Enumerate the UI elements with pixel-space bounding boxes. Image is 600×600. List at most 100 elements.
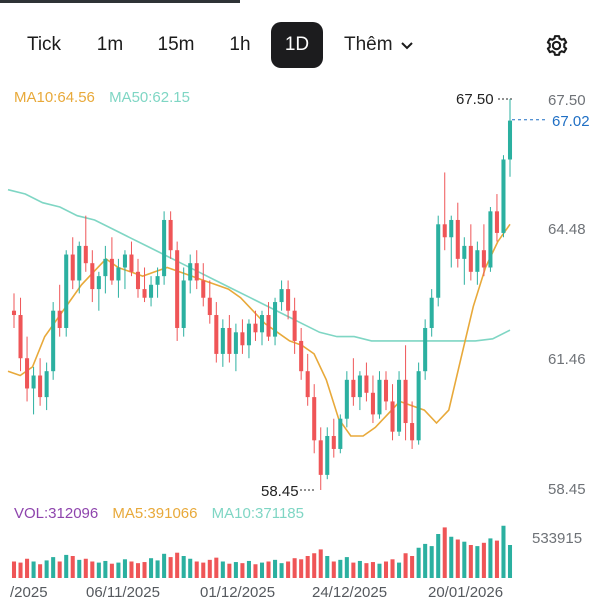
tab-1h[interactable]: 1h: [229, 34, 251, 55]
price-chart[interactable]: 67.50 64.48 61.46 58.45 533915 67.02 67.…: [0, 80, 600, 600]
volume-bar: [90, 561, 95, 578]
volume-bar: [416, 547, 421, 578]
more-timeframes-dropdown[interactable]: Thêm: [344, 22, 413, 68]
volume-bar: [455, 539, 460, 578]
tab-1m[interactable]: 1m: [96, 34, 124, 55]
price-tick-2: 64.48: [548, 221, 586, 238]
candle-body: [364, 375, 369, 393]
candle-body: [83, 245, 88, 264]
candle-body: [207, 297, 212, 316]
candle-body: [18, 315, 23, 359]
candle-body: [90, 263, 95, 290]
volume-bar: [338, 559, 343, 578]
candle-body: [96, 276, 101, 290]
volume-bar: [103, 560, 108, 578]
tab-15m[interactable]: 15m: [157, 34, 195, 55]
candle-body: [429, 297, 434, 328]
volume-tick-max: 533915: [532, 530, 582, 547]
volume-bar: [423, 543, 428, 578]
gear-icon[interactable]: [544, 33, 569, 58]
tab-tick[interactable]: Tick: [26, 34, 62, 55]
candle-body: [436, 224, 441, 298]
candle-body: [266, 315, 271, 337]
volume-bar: [233, 562, 238, 578]
volume-bar: [207, 559, 212, 578]
chevron-down-icon: [400, 22, 413, 68]
low-marker-label: 58.45: [261, 483, 299, 500]
candle-body: [468, 245, 473, 272]
volume-bar: [214, 557, 219, 578]
volume-bar: [397, 562, 402, 578]
volume-bar: [129, 561, 134, 578]
candle-body: [57, 310, 62, 328]
volume-bar: [77, 559, 82, 578]
volume-bar: [194, 561, 199, 578]
volume-bar: [377, 563, 382, 578]
volume-bar: [25, 558, 30, 578]
candle-body: [162, 219, 167, 277]
candle-body: [175, 250, 180, 328]
candle-body: [325, 435, 330, 475]
candle-body: [38, 375, 43, 398]
volume-bar: [51, 557, 56, 578]
volume-bar: [442, 527, 447, 578]
volume-bar: [149, 558, 154, 578]
volume-bar: [481, 542, 486, 578]
vol-ma10-value: MA10:371185: [211, 505, 304, 522]
ma10-value: MA10:64.56: [14, 89, 95, 106]
volume-bar: [494, 540, 499, 578]
volume-bar: [240, 563, 245, 578]
candle-body: [31, 375, 36, 389]
volume-bar: [142, 562, 147, 578]
candle-body: [397, 379, 402, 432]
candle-body: [233, 332, 238, 354]
candle-body: [214, 315, 219, 354]
candle-body: [116, 267, 121, 281]
volume-bar: [83, 558, 88, 578]
candle-body: [273, 302, 278, 337]
candle-body: [423, 327, 428, 372]
volume-bar: [201, 562, 206, 578]
candle-body: [155, 276, 160, 285]
volume-bar: [312, 553, 317, 578]
volume-bar: [57, 561, 62, 578]
candle-body: [220, 327, 225, 354]
candle-body: [351, 379, 356, 398]
volume-bar: [475, 546, 480, 578]
candle-body: [44, 371, 49, 398]
volume-bar: [188, 558, 193, 578]
candle-body: [475, 250, 480, 272]
ma50-value: MA50:62.15: [109, 89, 190, 106]
candle-body: [135, 271, 141, 290]
volume-bar: [449, 536, 454, 578]
volume-bar: [122, 559, 127, 578]
candle-body: [357, 375, 362, 398]
volume-bar: [11, 561, 17, 578]
candle-body: [168, 219, 173, 251]
ma10-line: [7, 223, 511, 437]
candle-body: [462, 245, 467, 259]
volume-bar: [96, 562, 101, 578]
vol-value: VOL:312096: [14, 505, 99, 522]
candle-body: [181, 280, 186, 328]
volume-bar: [390, 559, 395, 578]
last-price-label: 67.02: [552, 113, 590, 130]
candle-body: [109, 258, 114, 281]
candle-body: [390, 401, 395, 432]
candle-body: [331, 435, 336, 449]
date-label-4: 24/12/2025: [312, 584, 387, 600]
price-tick-high: 67.50: [548, 92, 586, 109]
candle-body: [383, 379, 389, 402]
volume-bar: [38, 564, 43, 578]
volume-bar: [383, 561, 389, 578]
candle-body: [338, 418, 343, 449]
tab-1d[interactable]: 1D: [271, 22, 323, 68]
candle-body: [149, 284, 154, 298]
candle-body: [442, 224, 447, 238]
volume-bar: [410, 556, 415, 578]
axis-labels: 67.50 64.48 61.46 58.45 533915 67.02 67.…: [10, 91, 590, 600]
volume-bar: [135, 563, 141, 578]
candle-body: [286, 289, 291, 311]
volume-bar: [116, 562, 121, 578]
timeframe-tabs: Tick 1m 15m 1h 1D Thêm: [0, 22, 600, 68]
